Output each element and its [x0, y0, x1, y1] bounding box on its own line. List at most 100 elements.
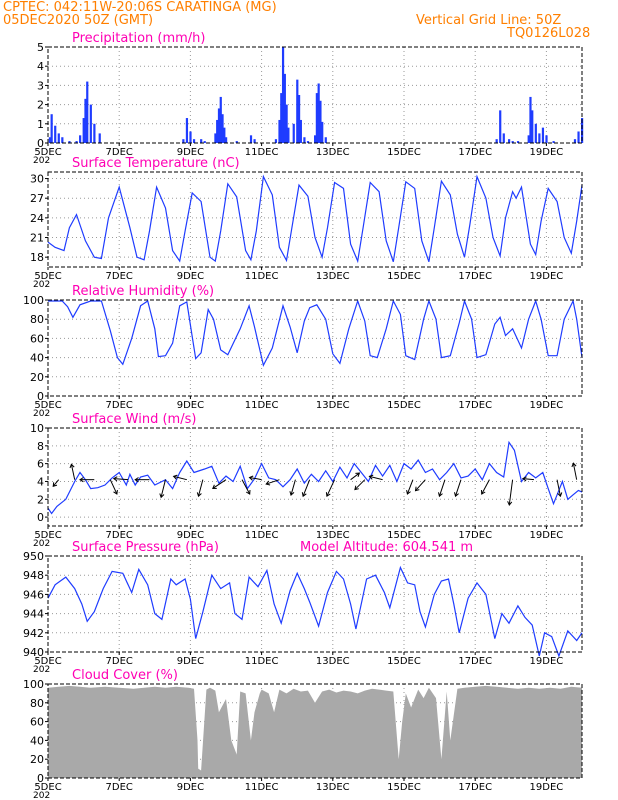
x-year-label: 202	[33, 665, 50, 675]
precip-bar	[292, 123, 295, 143]
x-tick-label: 7DEC	[106, 147, 133, 158]
x-tick-label: 15DEC	[387, 271, 421, 282]
wind-vector-head	[481, 489, 486, 495]
wind-vector	[113, 478, 129, 481]
y-tick-label: 40	[30, 734, 44, 747]
precip-bar	[534, 123, 537, 143]
wind-vector	[266, 479, 280, 485]
precip-bar	[75, 141, 78, 143]
precip-bar	[216, 119, 219, 143]
precip-bar	[511, 141, 514, 143]
wind-vector	[109, 479, 118, 495]
precip-bar	[235, 141, 238, 143]
wind-vector	[508, 479, 514, 506]
precip-bar	[214, 133, 217, 143]
wind-vector-head	[454, 492, 459, 498]
wind-vector-head	[368, 474, 374, 480]
wind-vector-head	[69, 463, 75, 469]
wind-vector	[326, 479, 336, 497]
precip-bar	[278, 119, 281, 143]
precip-bar	[303, 137, 306, 143]
precip-bar	[285, 104, 288, 143]
pressure-series-line	[47, 565, 583, 658]
x-tick-label: 11DEC	[245, 400, 279, 411]
precip-bar	[219, 96, 222, 143]
y-tick-label: 5	[37, 41, 44, 54]
humidity-series-line	[48, 299, 583, 368]
wind-vector	[454, 479, 462, 497]
x-tick-label: 11DEC	[245, 530, 279, 541]
y-tick-label: 60	[30, 332, 44, 345]
precip-bar	[253, 139, 256, 143]
humidity-frame	[47, 299, 583, 397]
precip-bar	[79, 135, 82, 143]
precip-bar	[502, 133, 505, 143]
x-year-label: 202	[33, 791, 50, 800]
precip-bar	[89, 104, 92, 143]
precip-title: Precipitation (mm/h)	[72, 31, 205, 46]
x-tick-label: 19DEC	[530, 656, 564, 667]
y-tick-label: 0	[37, 511, 44, 524]
x-tick-label: 13DEC	[316, 530, 350, 541]
y-tick-label: 2	[37, 99, 44, 112]
y-tick-label: 24	[30, 212, 44, 225]
precip-bar	[287, 127, 290, 143]
y-tick-label: 1	[37, 118, 44, 131]
x-tick-label: 5DEC	[34, 656, 61, 667]
y-tick-label: 60	[30, 716, 44, 729]
x-tick-label: 7DEC	[106, 271, 133, 282]
precip-bar	[581, 118, 584, 143]
x-tick-label: 19DEC	[530, 530, 564, 541]
x-tick-label: 15DEC	[387, 400, 421, 411]
precip-bar	[527, 135, 530, 143]
precip-bar	[217, 108, 221, 143]
precip-bar	[280, 93, 283, 143]
wind-vector-head	[248, 475, 254, 481]
wind-vector	[369, 475, 383, 481]
x-tick-label: 15DEC	[387, 656, 421, 667]
wind-vector-head	[438, 492, 443, 498]
wind-vector-head	[196, 492, 202, 498]
wind-vector-head	[571, 462, 577, 468]
wind-vector-head	[355, 472, 361, 477]
y-tick-label: 20	[30, 371, 44, 384]
x-tick-label: 17DEC	[458, 400, 492, 411]
precip-bar	[189, 131, 192, 143]
wind-vector	[197, 479, 204, 497]
precip-frame	[47, 46, 583, 144]
x-tick-label: 17DEC	[458, 271, 492, 282]
precip-bar	[319, 100, 322, 143]
wind-series-line	[47, 440, 583, 515]
y-tick-label: 0	[37, 137, 44, 150]
x-tick-label: 9DEC	[177, 782, 204, 793]
wind-vector-head	[521, 476, 527, 482]
precip-bar	[249, 135, 253, 143]
y-tick-label: 30	[30, 173, 44, 186]
y-tick-label: 942	[23, 627, 44, 640]
x-tick-label: 15DEC	[387, 530, 421, 541]
y-tick-label: 27	[30, 192, 44, 205]
precip-bar	[283, 73, 286, 143]
x-tick-label: 19DEC	[530, 271, 564, 282]
wind-vector-head	[113, 489, 118, 495]
y-tick-label: 940	[23, 646, 44, 659]
wind-vector-head	[212, 484, 217, 490]
wind-vector-head	[265, 480, 271, 486]
y-tick-label: 2	[37, 493, 44, 506]
precip-bar	[314, 135, 317, 143]
precip-bar	[84, 98, 87, 143]
temperature-frame	[47, 171, 583, 268]
wind-vector	[212, 479, 227, 489]
x-tick-label: 9DEC	[177, 400, 204, 411]
wind-vector-head	[406, 489, 411, 495]
grid-note: Vertical Grid Line: 50Z	[416, 13, 562, 28]
y-tick-label: 21	[30, 232, 44, 245]
pressure-frame	[47, 555, 583, 653]
wind-vector-head	[245, 489, 251, 495]
x-year-label: 202	[33, 280, 50, 290]
y-tick-label: 10	[30, 422, 44, 435]
precip-bar	[200, 139, 203, 143]
precip-bar	[552, 141, 555, 143]
precip-bar	[508, 139, 511, 143]
